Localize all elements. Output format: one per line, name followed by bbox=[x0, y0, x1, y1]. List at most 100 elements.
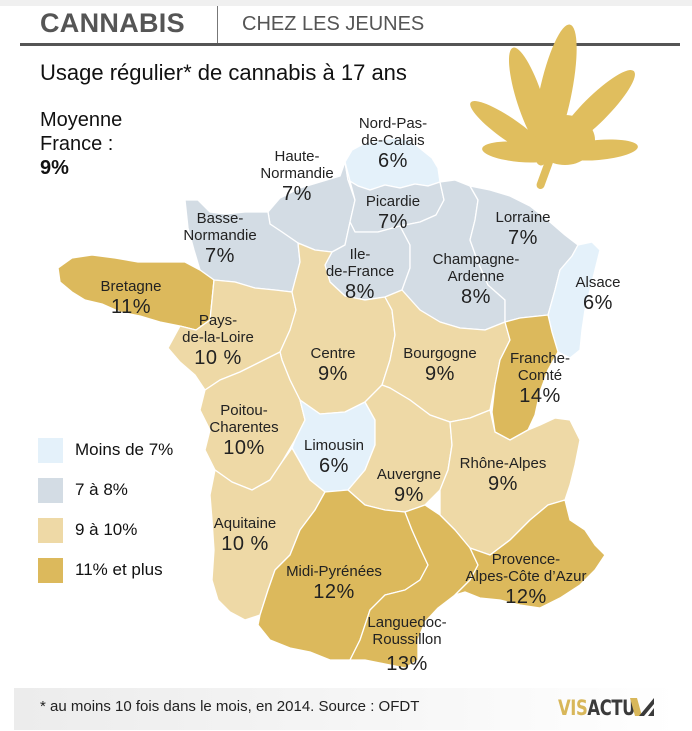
region-name: Nord-Pas- bbox=[358, 115, 428, 132]
label-paca: Provence- Alpes-Côte d’Azur 12% bbox=[466, 551, 587, 609]
region-name: Alpes-Côte d’Azur bbox=[465, 568, 587, 585]
region-value: 10 % bbox=[194, 347, 242, 369]
region-name: Basse- bbox=[196, 210, 244, 227]
region-value: 7% bbox=[378, 211, 408, 233]
region-value: 8% bbox=[345, 281, 375, 303]
label-lorraine: Lorraine 7% bbox=[495, 209, 550, 250]
region-name: Languedoc- bbox=[367, 614, 447, 631]
label-midi-pyrenees: Midi-Pyrénées 12% bbox=[286, 563, 382, 604]
region-name: Poitou- bbox=[220, 402, 268, 419]
region-rhone-alpes bbox=[439, 409, 581, 556]
footnote-source: * au moins 10 fois dans le mois, en 2014… bbox=[40, 698, 420, 715]
legend-label: 9 à 10% bbox=[75, 520, 138, 539]
region-name: Rhône-Alpes bbox=[459, 455, 547, 472]
label-bourgogne: Bourgogne 9% bbox=[403, 345, 476, 386]
footer: * au moins 10 fois dans le mois, en 2014… bbox=[14, 688, 678, 730]
region-name: de-France bbox=[325, 263, 395, 280]
label-haute-normandie: Haute- Normandie 7% bbox=[260, 148, 333, 206]
legend-swatch bbox=[38, 438, 63, 463]
legend-label: Moins de 7% bbox=[75, 440, 174, 459]
label-auvergne: Auvergne 9% bbox=[377, 466, 441, 507]
region-name: Haute- bbox=[274, 148, 320, 165]
region-paca bbox=[454, 499, 606, 609]
region-name: Auvergne bbox=[376, 466, 442, 483]
label-bretagne: Bretagne 11% bbox=[101, 278, 162, 319]
region-value: 7% bbox=[282, 183, 312, 205]
label-pays-de-la-loire: Pays- de-la-Loire 10 % bbox=[182, 312, 254, 370]
logo-text-vis: VIS bbox=[558, 696, 588, 720]
region-value: 9% bbox=[318, 363, 348, 385]
chart-title: Usage régulier* de cannabis à 17 ans bbox=[40, 60, 407, 85]
region-name: Ile- bbox=[349, 246, 371, 263]
region-name: Limousin bbox=[303, 437, 365, 454]
legend-swatch bbox=[38, 558, 63, 583]
region-name: Ardenne bbox=[447, 268, 505, 285]
region-value: 10 % bbox=[221, 533, 269, 555]
region-name: Bretagne bbox=[100, 278, 162, 295]
logo-text-actu: ACTU bbox=[587, 696, 636, 720]
average-label-1: Moyenne bbox=[40, 109, 123, 131]
label-aquitaine: Aquitaine 10 % bbox=[214, 515, 277, 556]
region-value: 8% bbox=[461, 286, 491, 308]
region-name: Lorraine bbox=[495, 209, 551, 226]
label-limousin: Limousin 6% bbox=[304, 437, 364, 478]
label-nord-pas-de-calais: Nord-Pas- de-Calais 6% bbox=[359, 115, 427, 173]
national-average: Moyenne France : 9% bbox=[40, 108, 122, 180]
label-ile-de-france: Ile- de-France 8% bbox=[326, 246, 394, 304]
region-value: 6% bbox=[583, 292, 613, 314]
region-value: 9% bbox=[425, 363, 455, 385]
region-name: Franche- bbox=[509, 350, 571, 367]
region-name: Normandie bbox=[260, 165, 334, 182]
region-name: de-la-Loire bbox=[182, 329, 254, 346]
region-auvergne bbox=[347, 384, 453, 513]
region-name: Roussillon bbox=[372, 631, 442, 648]
header-separator bbox=[217, 6, 218, 43]
region-name: Charentes bbox=[209, 419, 279, 436]
region-name: Comté bbox=[517, 367, 563, 384]
region-value: 10% bbox=[223, 437, 265, 459]
region-value: 13% bbox=[386, 653, 428, 675]
visactu-logo-mark-icon bbox=[630, 698, 654, 716]
label-languedoc-roussillon: Languedoc- Roussillon 13% bbox=[367, 614, 446, 676]
visactu-logo: VISACTU bbox=[558, 696, 635, 720]
region-value: 6% bbox=[378, 150, 408, 172]
region-value: 12% bbox=[313, 581, 355, 603]
region-value: 12% bbox=[505, 586, 547, 608]
header: CANNABIS CHEZ LES JEUNES bbox=[20, 6, 680, 46]
region-franche-comte bbox=[491, 314, 559, 441]
label-picardie: Picardie 7% bbox=[366, 193, 420, 234]
region-value: 9% bbox=[394, 484, 424, 506]
region-name: Pays- bbox=[198, 312, 238, 329]
region-value: 7% bbox=[205, 245, 235, 267]
region-value: 9% bbox=[488, 473, 518, 495]
label-basse-normandie: Basse- Normandie 7% bbox=[183, 210, 256, 268]
region-alsace bbox=[547, 241, 601, 359]
label-franche-comte: Franche- Comté 14% bbox=[510, 350, 570, 408]
region-name: Aquitaine bbox=[213, 515, 277, 532]
region-value: 6% bbox=[319, 455, 349, 477]
region-name: Picardie bbox=[365, 193, 421, 210]
region-value: 7% bbox=[508, 227, 538, 249]
average-value: 9% bbox=[40, 157, 69, 179]
header-title: CANNABIS bbox=[40, 8, 185, 38]
label-poitou-charentes: Poitou- Charentes 10% bbox=[209, 402, 278, 460]
top-strip bbox=[0, 0, 692, 6]
legend-label: 7 à 8% bbox=[75, 480, 128, 499]
label-champagne-ardenne: Champagne- Ardenne 8% bbox=[433, 251, 520, 309]
header-subtitle: CHEZ LES JEUNES bbox=[242, 13, 425, 35]
legend-swatch bbox=[38, 518, 63, 543]
region-name: Provence- bbox=[491, 551, 561, 568]
region-name: de-Calais bbox=[361, 132, 425, 149]
average-label-2: France : bbox=[40, 133, 114, 155]
region-name: Midi-Pyrénées bbox=[286, 563, 382, 580]
label-rhone-alpes: Rhône-Alpes 9% bbox=[460, 455, 547, 496]
cannabis-leaf-icon bbox=[470, 24, 638, 190]
region-name: Bourgogne bbox=[403, 345, 477, 362]
region-name: Champagne- bbox=[432, 251, 520, 268]
region-value: 11% bbox=[110, 296, 152, 318]
region-name: Alsace bbox=[575, 274, 621, 291]
region-name: Normandie bbox=[183, 227, 257, 244]
label-centre: Centre 9% bbox=[310, 345, 355, 386]
legend-label: 11% et plus bbox=[75, 560, 163, 579]
